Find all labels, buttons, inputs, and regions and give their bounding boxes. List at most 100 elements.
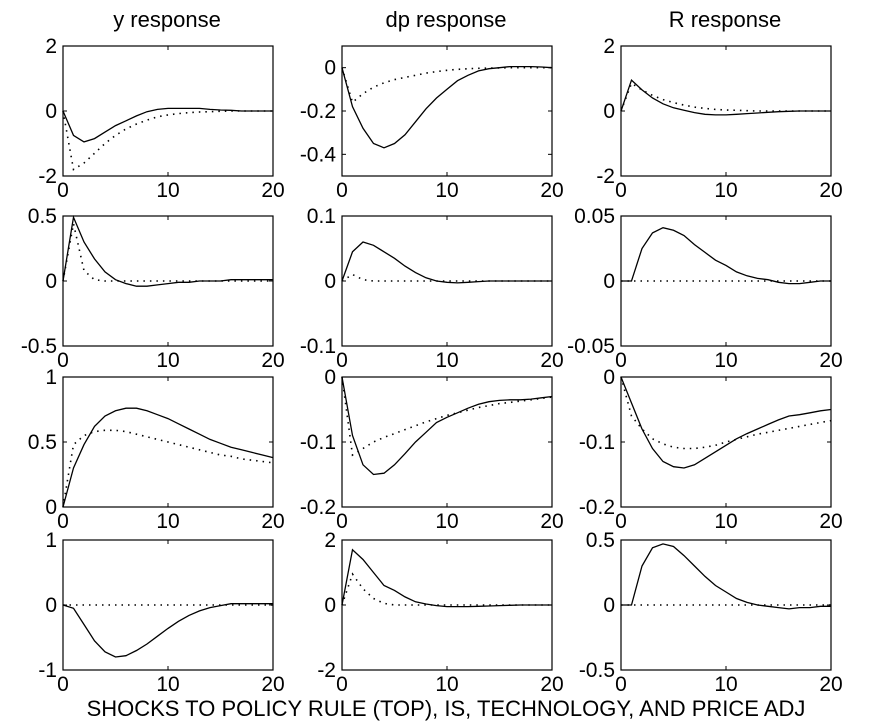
x-tick-label: 0 (615, 349, 627, 372)
solid-series-line (62, 214, 273, 287)
y-tick-label: 0 (324, 57, 336, 80)
panel-r3-c1: 0 10 20 1 0.5 0 (28, 366, 285, 533)
x-tick-label: 10 (714, 510, 737, 533)
column-title-r: R response (669, 7, 782, 32)
x-tick-label: 20 (540, 673, 563, 696)
panel-r2-c2: 0 10 200.10-0.1 (300, 205, 564, 372)
x-tick-label: 20 (540, 179, 563, 202)
x-tick-label: 20 (261, 673, 284, 696)
y-tick-label: 0 (45, 496, 57, 519)
x-tick-label: 0 (336, 349, 348, 372)
column-title-dp: dp response (385, 7, 506, 32)
x-tick-label: 20 (819, 179, 842, 202)
x-tick-label: 20 (540, 510, 563, 533)
y-tick-label: -0.2 (300, 100, 336, 123)
x-tick-label: 0 (57, 673, 69, 696)
solid-series-line (62, 407, 274, 508)
panel-r3-c3: 0 10 20 0 -0.1 -0.2 (579, 366, 843, 533)
dotted-series-line (62, 110, 273, 171)
dotted-series-line (341, 66, 552, 104)
x-tick-label: 0 (336, 510, 348, 533)
panel-r1-c2: 0 10 20 0 -0.2 -0.4 (300, 45, 564, 202)
y-tick-label: -0.2 (579, 496, 615, 519)
solid-series-line (341, 548, 552, 608)
y-tick-label: -0.4 (300, 143, 337, 166)
x-tick-label: 0 (57, 349, 69, 372)
panel-r4-c3: 0 10 200.50-0.5 (579, 529, 843, 696)
x-tick-label: 0 (336, 179, 348, 202)
x-tick-label: 0 (615, 673, 627, 696)
y-tick-label: -2 (596, 165, 615, 188)
y-tick-label: -0.5 (579, 659, 615, 682)
y-tick-label: 0 (603, 100, 615, 123)
column-title-y: y response (113, 7, 221, 32)
x-tick-label: 10 (435, 349, 458, 372)
dotted-series-line (341, 572, 552, 606)
x-tick-label: 10 (435, 179, 458, 202)
x-tick-label: 20 (261, 179, 284, 202)
axes-frame (620, 376, 832, 508)
axes-frame (341, 45, 553, 177)
y-tick-label: 0.5 (28, 205, 57, 228)
x-tick-label: 10 (714, 349, 737, 372)
y-tick-label: 0 (45, 100, 57, 123)
y-tick-label: 1 (45, 529, 57, 552)
y-tick-label: 0 (45, 594, 57, 617)
x-tick-label: 20 (261, 510, 284, 533)
x-tick-label: 10 (156, 673, 179, 696)
y-tick-label: 0 (45, 270, 57, 293)
x-tick-label: 20 (540, 349, 563, 372)
y-tick-label: 0.5 (586, 529, 615, 552)
solid-series-line (341, 65, 553, 149)
y-tick-label: -0.1 (300, 431, 336, 454)
solid-series-line (62, 107, 273, 143)
y-tick-label: -0.1 (579, 431, 615, 454)
x-tick-label: 0 (615, 179, 627, 202)
x-tick-label: 10 (156, 510, 179, 533)
y-tick-label: 0 (603, 270, 615, 293)
y-tick-label: -2 (38, 165, 57, 188)
solid-series-line (341, 241, 552, 284)
x-tick-label: 10 (714, 673, 737, 696)
y-tick-label: 0 (603, 366, 615, 389)
y-tick-label: -0.05 (567, 335, 615, 358)
x-tick-label: 10 (435, 673, 458, 696)
solid-series-line (620, 78, 831, 116)
solid-series-line (621, 543, 831, 610)
axes-frame (341, 376, 553, 508)
solid-series-line (62, 603, 273, 658)
y-tick-label: 0 (324, 594, 336, 617)
y-tick-label: -2 (317, 659, 336, 682)
y-tick-label: 2 (45, 35, 57, 58)
y-tick-label: 0 (324, 270, 336, 293)
panel-r2-c3: 0 10 200.050-0.05 (567, 205, 843, 372)
y-tick-label: -0.2 (300, 496, 336, 519)
y-tick-label: 2 (324, 529, 336, 552)
y-tick-label: 0.05 (574, 205, 615, 228)
dotted-series-line (341, 273, 552, 282)
dotted-series-line (62, 223, 273, 282)
x-tick-label: 20 (819, 510, 842, 533)
x-tick-label: 20 (819, 673, 842, 696)
x-tick-label: 0 (336, 673, 348, 696)
x-tick-label: 0 (615, 510, 627, 533)
x-tick-label: 20 (261, 349, 284, 372)
x-tick-label: 0 (57, 179, 69, 202)
solid-series-line (341, 376, 553, 476)
dotted-series-line (620, 376, 832, 450)
y-tick-label: 1 (45, 366, 57, 389)
x-tick-label: 10 (156, 349, 179, 372)
solid-series-line (621, 227, 831, 285)
y-tick-label: -1 (38, 659, 57, 682)
y-tick-label: -0.1 (300, 335, 336, 358)
y-tick-label: 0.5 (28, 431, 57, 454)
dotted-series-line (62, 429, 274, 508)
panel-r2-c1: 0 10 200.50-0.5 (21, 205, 285, 372)
x-tick-label: 10 (714, 179, 737, 202)
y-tick-label: 0.1 (307, 205, 336, 228)
dotted-series-line (341, 376, 553, 457)
x-tick-label: 0 (57, 510, 69, 533)
